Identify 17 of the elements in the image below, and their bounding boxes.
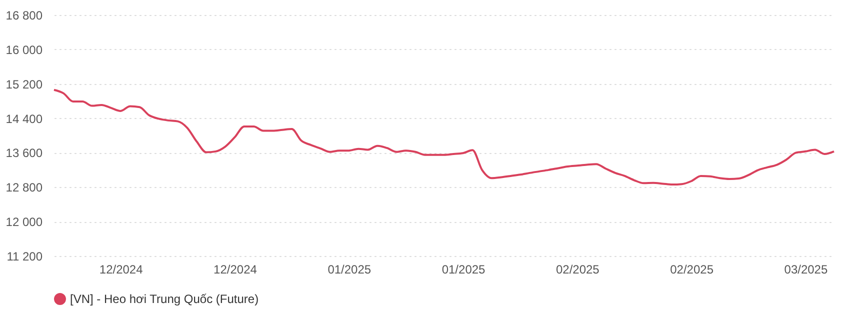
x-tick-label: 01/2025 — [328, 262, 372, 276]
y-tick-label: 12 800 — [6, 180, 43, 195]
y-tick-label: 12 000 — [6, 215, 43, 230]
y-tick-label: 14 400 — [6, 112, 43, 126]
y-tick-label: 16 000 — [6, 42, 43, 57]
x-tick-label: 12/2024 — [99, 262, 144, 276]
x-tick-label: 12/2024 — [214, 262, 258, 276]
y-tick-label: 16 800 — [6, 8, 43, 22]
x-tick-label: 02/2025 — [670, 262, 714, 276]
x-tick-label: 01/2025 — [442, 262, 486, 276]
line-series — [53, 88, 835, 186]
y-tick-label: 15 200 — [6, 77, 43, 92]
y-tick-label: 11 200 — [6, 250, 43, 264]
legend-label: [VN] - Heo hơi Trung Quốc (Future) — [70, 292, 259, 306]
x-tick-label: 03/2025 — [784, 262, 828, 276]
y-tick-label: 13 600 — [6, 146, 43, 160]
x-tick-label: 02/2025 — [556, 262, 600, 276]
